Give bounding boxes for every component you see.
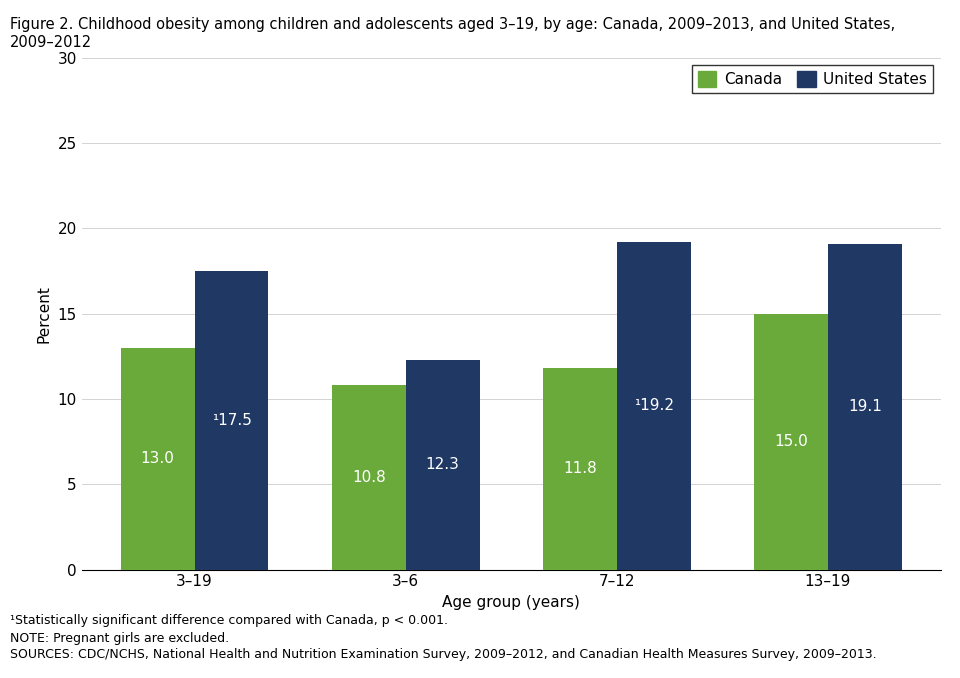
Legend: Canada, United States: Canada, United States xyxy=(692,65,933,94)
Bar xyxy=(828,243,901,570)
Text: 10.8: 10.8 xyxy=(351,470,386,485)
Text: Figure 2. Childhood obesity among children and adolescents aged 3–19, by age: Ca: Figure 2. Childhood obesity among childr… xyxy=(10,17,895,32)
Text: 15.0: 15.0 xyxy=(774,434,807,449)
Text: 13.0: 13.0 xyxy=(141,451,175,466)
Text: NOTE: Pregnant girls are excluded.: NOTE: Pregnant girls are excluded. xyxy=(10,632,228,645)
Text: SOURCES: CDC/NCHS, National Health and Nutrition Examination Survey, 2009–2012, : SOURCES: CDC/NCHS, National Health and N… xyxy=(10,648,876,661)
Text: ¹19.2: ¹19.2 xyxy=(634,398,674,413)
X-axis label: Age group (years): Age group (years) xyxy=(443,595,580,610)
Text: ¹Statistically significant difference compared with Canada, p < 0.001.: ¹Statistically significant difference co… xyxy=(10,614,447,626)
Text: 11.8: 11.8 xyxy=(563,461,597,477)
Bar xyxy=(332,385,406,570)
Text: 19.1: 19.1 xyxy=(848,399,881,414)
Text: 2009–2012: 2009–2012 xyxy=(10,35,92,50)
Bar xyxy=(616,242,690,570)
Bar xyxy=(121,348,195,570)
Bar xyxy=(195,271,269,570)
Y-axis label: Percent: Percent xyxy=(36,285,52,342)
Bar xyxy=(542,368,616,570)
Text: ¹17.5: ¹17.5 xyxy=(211,413,252,428)
Bar xyxy=(406,359,480,570)
Bar xyxy=(754,313,828,570)
Text: 12.3: 12.3 xyxy=(425,457,460,472)
